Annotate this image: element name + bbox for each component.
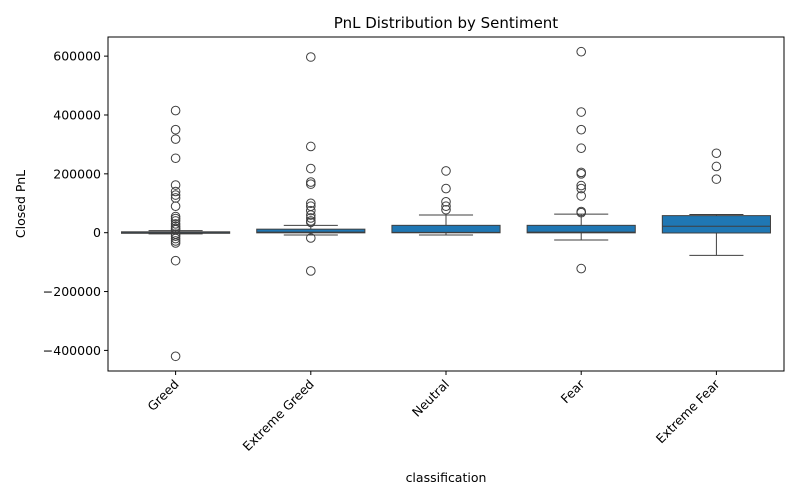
outlier-point <box>170 153 181 164</box>
box <box>661 215 771 234</box>
box-group-fear <box>526 46 636 274</box>
box <box>256 228 366 234</box>
outlier-point <box>711 161 722 172</box>
outlier-point <box>576 107 587 117</box>
outlier-point <box>170 255 181 266</box>
outlier-point <box>576 263 587 274</box>
outlier-point <box>306 177 316 187</box>
outlier-point <box>306 213 316 223</box>
outlier-point <box>576 46 587 57</box>
outlier-point <box>170 231 181 242</box>
y-axis-label: Closed PnL <box>13 170 28 238</box>
outlier-point <box>170 213 181 224</box>
y-tick-label: 200000 <box>53 166 101 181</box>
plot-area <box>121 46 771 362</box>
outlier-point <box>170 124 181 135</box>
y-tick-label: −200000 <box>43 284 101 299</box>
outlier-point <box>306 179 316 189</box>
outlier-point <box>170 233 181 244</box>
y-tick-label: 0 <box>93 225 101 240</box>
box <box>391 224 501 234</box>
x-axis-label: classification <box>406 470 487 485</box>
box-group-neutral <box>391 166 501 236</box>
x-tick-label: Extreme Fear <box>653 376 723 446</box>
outlier-point <box>576 143 587 154</box>
outlier-point <box>441 204 451 215</box>
box <box>526 224 636 234</box>
outlier-point <box>576 191 587 201</box>
outlier-point <box>170 201 181 212</box>
x-tick-label: Greed <box>144 377 181 414</box>
outlier-point <box>170 180 181 190</box>
outlier-point <box>306 141 316 152</box>
outlier-point <box>170 186 181 197</box>
outlier-point <box>306 198 316 209</box>
outlier-point <box>306 217 316 228</box>
x-tick-label: Fear <box>558 376 588 406</box>
box-group-extreme-greed <box>256 52 366 276</box>
outlier-point <box>306 163 316 174</box>
outlier-point <box>306 233 316 243</box>
axes: −400000 −200000 0 200000 400000 600000 Greed Ex… <box>43 49 723 454</box>
box-group-extreme-fear <box>661 148 771 256</box>
outlier-point <box>170 190 181 200</box>
box-group-greed <box>121 105 231 362</box>
outlier-point <box>441 183 451 194</box>
outlier-point <box>711 174 722 184</box>
outlier-point <box>170 238 181 248</box>
plot-frame <box>107 36 785 372</box>
outlier-point <box>576 183 587 194</box>
x-tick-label: Neutral <box>409 377 452 420</box>
y-tick-label: −400000 <box>43 343 101 358</box>
outlier-point <box>576 207 587 218</box>
outlier-point <box>441 166 451 176</box>
outlier-point <box>441 196 451 207</box>
outlier-point <box>576 180 587 191</box>
outlier-point <box>441 201 451 212</box>
outlier-point <box>711 148 722 159</box>
outlier-point <box>306 210 316 220</box>
outlier-point <box>306 52 316 62</box>
outlier-point <box>306 205 316 216</box>
outlier-point <box>170 134 181 144</box>
outlier-point <box>170 105 181 116</box>
x-tick-label: Extreme Greed <box>240 377 317 454</box>
chart-title: PnL Distribution by Sentiment <box>334 14 559 32</box>
outlier-point <box>576 124 587 135</box>
outlier-point <box>170 351 181 362</box>
outlier-point <box>306 266 316 276</box>
outlier-point <box>576 169 587 179</box>
outlier-point <box>170 219 181 229</box>
y-tick-label: 600000 <box>53 49 101 64</box>
y-tick-label: 400000 <box>53 107 101 122</box>
